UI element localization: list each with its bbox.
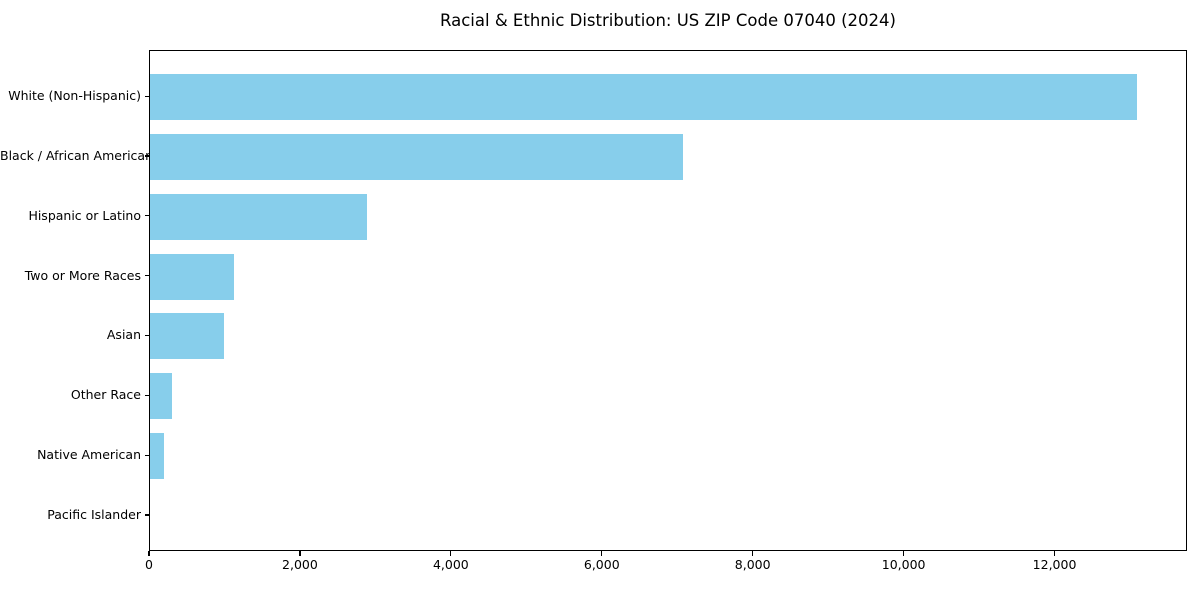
x-tick-label: 10,000 [881, 557, 926, 572]
y-tick-mark [144, 394, 149, 396]
x-tick-mark [450, 551, 452, 556]
x-tick-label: 0 [145, 557, 153, 572]
x-tick-label: 12,000 [1032, 557, 1077, 572]
bar [150, 193, 367, 240]
x-tick-mark [299, 551, 301, 556]
chart-title: Racial & Ethnic Distribution: US ZIP Cod… [440, 11, 896, 30]
x-tick-label: 6,000 [583, 557, 620, 572]
y-tick-mark [144, 275, 149, 277]
category-label: Two or More Races [24, 267, 141, 283]
x-tick-label: 8,000 [734, 557, 771, 572]
y-tick-mark [144, 215, 149, 217]
category-label: Hispanic or Latino [28, 207, 141, 223]
x-tick-mark [148, 551, 150, 556]
category-label: Pacific Islander [47, 506, 141, 522]
bar [150, 253, 234, 300]
x-tick-label: 2,000 [282, 557, 318, 572]
y-tick-mark [144, 514, 149, 516]
category-label: White (Non-Hispanic) [8, 88, 141, 103]
plot-area [149, 50, 1187, 551]
y-tick-mark [144, 155, 149, 157]
y-tick-mark [144, 334, 149, 337]
bar [150, 433, 164, 480]
x-tick-mark [903, 551, 905, 556]
x-tick-mark [1053, 551, 1056, 556]
bar [150, 373, 172, 420]
category-label: Black / African American [0, 147, 154, 163]
x-tick-mark [601, 551, 603, 556]
bar [150, 313, 224, 360]
bar [150, 74, 1137, 120]
x-tick-mark [752, 551, 754, 556]
category-label: Asian [106, 327, 141, 343]
x-tick-label: 4,000 [432, 557, 469, 572]
category-label: Native American [37, 447, 141, 463]
y-tick-mark [144, 95, 149, 97]
category-label: Other Race [70, 387, 141, 403]
y-tick-mark [144, 454, 149, 456]
bar [150, 133, 684, 180]
